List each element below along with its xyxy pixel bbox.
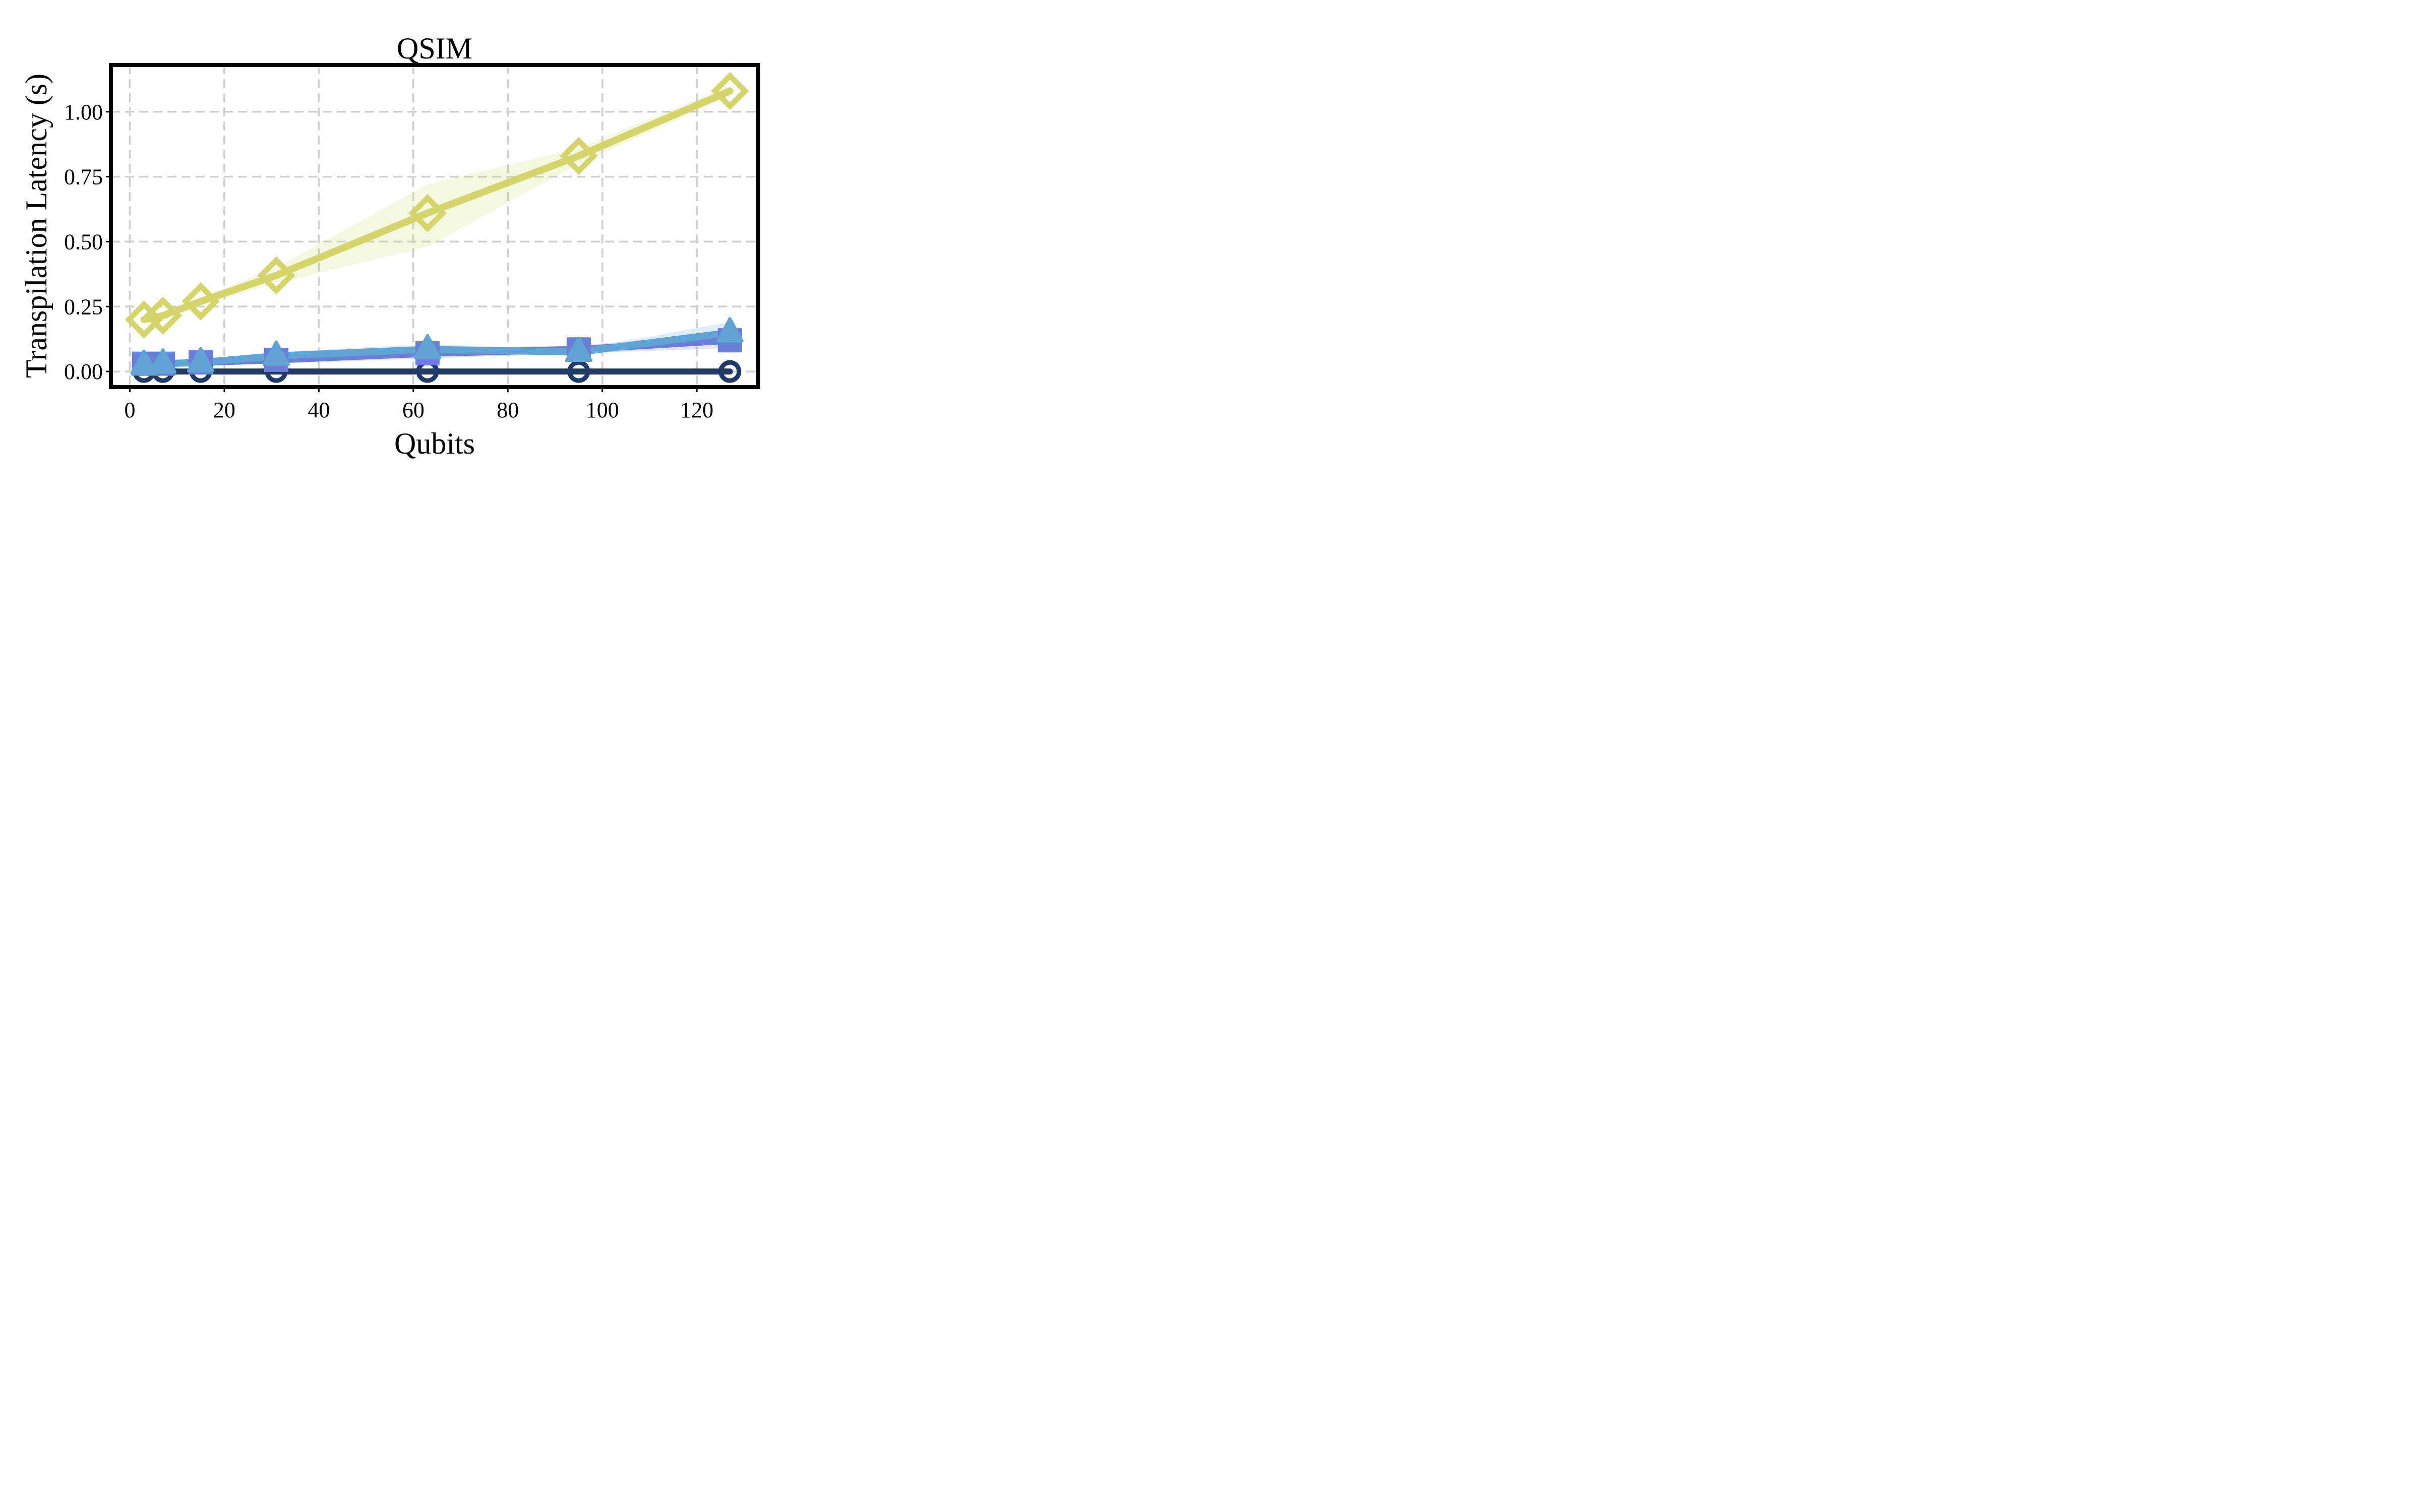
x-tick-label: 80 <box>497 398 519 422</box>
x-tick-label: 0 <box>124 398 135 422</box>
data-point-triangle <box>187 347 215 372</box>
y-tick-label: 0.75 <box>64 165 103 190</box>
data-point-diamond <box>257 256 295 295</box>
x-axis-label: Qubits <box>394 427 475 460</box>
data-point-triangle <box>413 334 441 360</box>
data-point-diamond <box>560 137 598 175</box>
data-point-diamond <box>144 296 182 335</box>
plot-frame <box>109 63 760 389</box>
data-point-triangle <box>565 336 592 362</box>
data-point-triangle <box>149 348 177 374</box>
chart-title: QSIM <box>397 32 472 65</box>
series-markers <box>125 72 749 383</box>
data-point-diamond <box>125 300 163 339</box>
chart-container: 0 20 40 60 80 100 120 0.00 0.25 0.50 0.75 1.00 QSIM… <box>0 0 780 488</box>
data-point-diamond <box>182 282 220 321</box>
data-point-circle <box>567 360 590 383</box>
x-tick-label: 40 <box>308 398 330 422</box>
axis-ticks: 0 20 40 60 80 100 120 0.00 0.25 0.50 0.75 1.00 <box>64 100 713 422</box>
series-line <box>140 87 734 324</box>
x-tick-label: 100 <box>586 398 619 422</box>
series-marker-group <box>130 317 744 375</box>
data-point-triangle <box>130 349 158 375</box>
y-tick-label: 0.25 <box>64 294 103 319</box>
data-point-triangle <box>716 317 744 343</box>
data-point-circle <box>718 360 742 383</box>
y-tick-label: 0.00 <box>64 359 103 384</box>
data-point-diamond <box>710 72 749 110</box>
y-axis-label: Transpilation Latency (s) <box>20 74 53 378</box>
series-marker-group <box>125 72 749 339</box>
line-chart: 0 20 40 60 80 100 120 0.00 0.25 0.50 0.75 1.00 QSIM… <box>20 32 760 460</box>
y-tick-label: 1.00 <box>64 100 103 124</box>
x-tick-label: 120 <box>680 398 713 422</box>
x-tick-label: 20 <box>213 398 235 422</box>
x-tick-label: 60 <box>402 398 425 422</box>
data-point-diamond <box>408 194 447 232</box>
y-tick-label: 0.50 <box>64 229 103 254</box>
data-point-triangle <box>263 340 290 366</box>
